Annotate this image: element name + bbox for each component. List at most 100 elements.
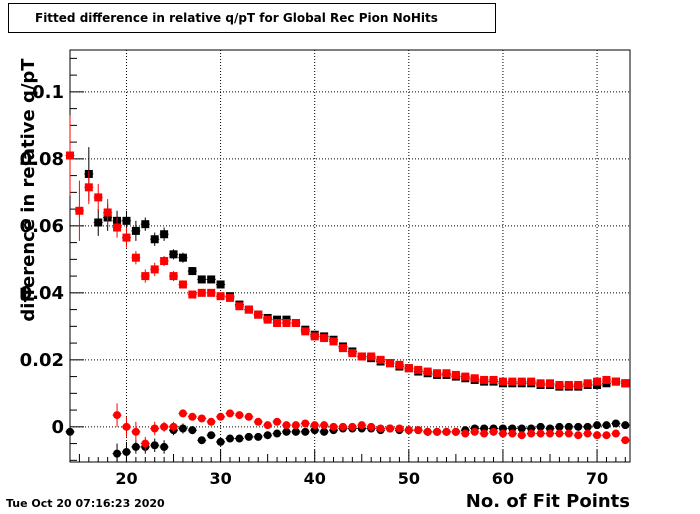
- data-point: [555, 429, 564, 438]
- data-point: [583, 429, 592, 438]
- data-point: [357, 421, 366, 430]
- data-point: [216, 292, 225, 301]
- data-point: [320, 427, 329, 436]
- data-point: [226, 293, 234, 302]
- x-tick-label: 30: [209, 469, 231, 488]
- data-point: [414, 365, 423, 374]
- data-point: [150, 235, 159, 244]
- data-point: [414, 426, 423, 435]
- data-point: [197, 414, 206, 423]
- data-point: [131, 442, 140, 451]
- data-point: [461, 372, 470, 381]
- data-point: [103, 208, 112, 217]
- y-tick-label: 0.02: [20, 350, 64, 371]
- data-point: [574, 431, 583, 440]
- data-point: [433, 369, 442, 378]
- data-point: [160, 422, 169, 431]
- data-point: [546, 429, 554, 438]
- grid: [70, 50, 630, 462]
- data-point: [263, 431, 272, 440]
- data-point: [442, 427, 451, 436]
- data-point: [498, 377, 507, 386]
- data-point: [160, 257, 169, 266]
- data-point: [291, 427, 300, 436]
- data-point: [517, 424, 526, 433]
- data-point: [282, 421, 291, 430]
- data-point: [84, 183, 93, 192]
- data-point: [197, 275, 206, 284]
- data-point: [188, 267, 197, 276]
- data-point: [178, 424, 187, 433]
- data-point: [480, 429, 489, 438]
- data-point: [160, 442, 169, 451]
- data-point: [555, 422, 564, 431]
- data-point: [226, 434, 234, 443]
- data-point: [216, 412, 225, 421]
- data-point: [451, 427, 460, 436]
- data-point: [282, 318, 291, 327]
- data-point: [141, 272, 150, 281]
- data-point: [357, 352, 366, 361]
- data-point: [178, 253, 187, 262]
- data-point: [574, 380, 583, 389]
- data-point: [235, 411, 244, 420]
- data-point: [442, 369, 451, 378]
- data-point: [216, 280, 225, 289]
- data-point: [367, 422, 376, 431]
- data-point: [207, 288, 216, 297]
- data-point: [395, 424, 404, 433]
- data-point: [470, 374, 479, 383]
- data-point: [254, 417, 263, 426]
- data-point: [197, 436, 206, 445]
- data-point: [113, 449, 122, 458]
- data-point: [122, 233, 131, 242]
- data-point: [150, 265, 159, 274]
- data-point: [517, 377, 526, 386]
- data-point: [254, 310, 263, 319]
- data-point: [113, 223, 122, 232]
- data-point: [508, 429, 517, 438]
- data-point: [602, 421, 611, 430]
- data-point: [122, 447, 131, 456]
- data-point: [329, 422, 338, 431]
- data-point: [348, 349, 357, 358]
- data-point: [131, 226, 140, 235]
- data-point: [301, 427, 310, 436]
- data-point: [122, 422, 131, 431]
- data-point: [141, 220, 150, 229]
- data-point: [150, 441, 159, 450]
- data-point: [235, 434, 244, 443]
- data-point: [480, 375, 489, 384]
- data-point: [301, 419, 310, 428]
- data-point: [320, 421, 329, 430]
- data-point: [489, 427, 498, 436]
- data-point: [207, 431, 216, 440]
- data-point: [291, 421, 300, 430]
- x-axis-label: No. of Fit Points: [465, 491, 630, 512]
- data-point: [564, 429, 573, 438]
- data-point: [555, 380, 564, 389]
- data-point: [282, 427, 291, 436]
- data-point: [66, 427, 74, 436]
- data-point: [169, 250, 178, 259]
- data-point: [536, 429, 545, 438]
- data-point: [376, 424, 385, 433]
- data-point: [329, 337, 338, 346]
- y-tick-label: 0.06: [20, 216, 64, 237]
- x-tick-label: 50: [398, 469, 420, 488]
- data-point: [188, 426, 197, 435]
- data-point: [235, 302, 244, 311]
- data-point: [517, 431, 526, 440]
- data-point: [113, 411, 122, 420]
- data-point: [527, 377, 536, 386]
- data-point: [348, 422, 357, 431]
- data-point: [160, 230, 169, 239]
- y-tick-label: 0.08: [20, 149, 64, 170]
- data-point: [404, 426, 413, 435]
- timestamp: Tue Oct 20 07:16:23 2020: [6, 497, 165, 510]
- data-point: [583, 379, 592, 388]
- data-point: [94, 218, 103, 227]
- y-tick-label: 0: [51, 417, 64, 438]
- data-point: [122, 216, 131, 225]
- data-point: [611, 377, 620, 386]
